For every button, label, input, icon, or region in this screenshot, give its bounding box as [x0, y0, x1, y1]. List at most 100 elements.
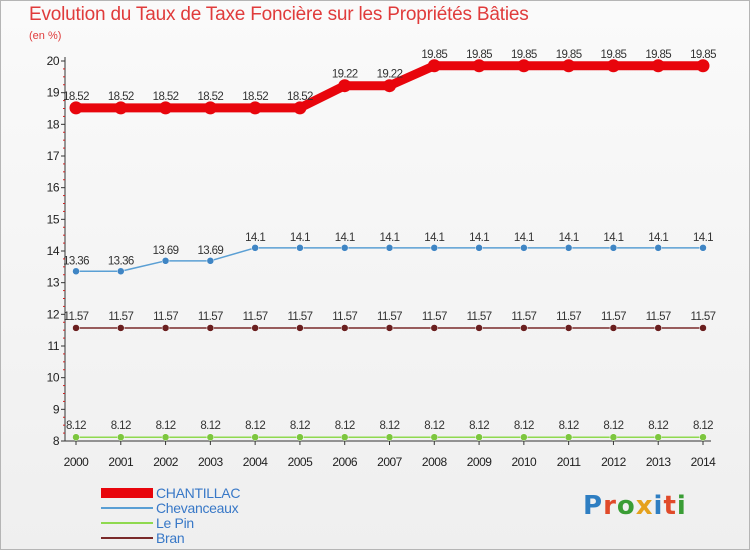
- data-point-chantillac: [203, 101, 217, 115]
- data-label-chevanceaux: 14.1: [648, 232, 668, 244]
- x-tick-label: 2001: [108, 455, 134, 469]
- data-label-chevanceaux: 13.69: [153, 245, 179, 257]
- legend-swatch-bran: [101, 537, 153, 539]
- data-label-bran: 11.57: [198, 311, 223, 323]
- y-tick-label: 13: [47, 276, 60, 290]
- data-point-bran: [520, 324, 528, 332]
- data-labels-layer: 8.12 8.12 8.12 8.12 8.12 8.12 8.12 8.12 8.12 8.12…: [63, 49, 717, 432]
- x-tick-label: 2012: [601, 455, 627, 469]
- data-label-chantillac: 18.52: [242, 91, 268, 103]
- x-tick-label: 2000: [64, 455, 90, 469]
- data-label-chevanceaux: 13.36: [108, 255, 134, 267]
- legend-swatch-chevanceaux: [101, 507, 153, 509]
- y-tick-label: 19: [47, 86, 60, 100]
- data-point-chevanceaux: [161, 257, 170, 265]
- data-label-le-pin: 8.12: [290, 420, 310, 432]
- data-label-bran: 11.57: [691, 311, 716, 323]
- proxiti-logo: Proxiti: [583, 491, 687, 521]
- y-tick-label: 14: [47, 244, 60, 258]
- x-tick-label: 2014: [691, 455, 717, 469]
- data-label-le-pin: 8.12: [424, 420, 444, 432]
- data-point-chantillac: [159, 101, 173, 115]
- data-label-le-pin: 8.12: [335, 420, 355, 432]
- data-label-chevanceaux: 14.1: [245, 232, 265, 244]
- data-point-bran: [72, 324, 80, 332]
- series-bran: [72, 324, 707, 332]
- unit-label: (en %): [29, 30, 62, 42]
- data-point-le-pin: [654, 433, 662, 441]
- series-le-pin: [72, 433, 707, 441]
- data-point-le-pin: [340, 433, 349, 441]
- data-label-chantillac: 19.85: [466, 49, 492, 61]
- legend-swatch-le-pin: [101, 522, 153, 524]
- data-label-bran: 11.57: [64, 311, 89, 323]
- legend-label-chantillac: CHANTILLAC: [156, 485, 241, 501]
- data-point-le-pin: [564, 433, 573, 441]
- data-point-bran: [340, 324, 349, 332]
- data-label-chantillac: 19.85: [556, 49, 582, 61]
- x-tick-label: 2007: [377, 455, 403, 469]
- data-label-bran: 11.57: [511, 311, 536, 323]
- series-layer: [69, 59, 710, 441]
- data-label-chevanceaux: 14.1: [693, 232, 713, 244]
- data-label-bran: 11.57: [646, 311, 671, 323]
- data-point-chantillac: [472, 59, 486, 73]
- data-point-le-pin: [699, 433, 707, 441]
- y-tick-label: 11: [48, 339, 60, 353]
- data-point-bran: [117, 324, 125, 332]
- data-label-bran: 11.57: [243, 311, 268, 323]
- logo-letter: i: [676, 491, 687, 521]
- data-point-le-pin: [161, 433, 170, 441]
- data-label-chantillac: 18.52: [63, 91, 89, 103]
- y-tick-label: 16: [47, 181, 60, 195]
- y-tick-label: 8: [53, 434, 60, 448]
- data-point-bran: [296, 324, 304, 332]
- data-label-chantillac: 19.85: [421, 49, 447, 61]
- data-point-chevanceaux: [520, 244, 528, 252]
- x-tick-label: 2002: [153, 455, 179, 469]
- axes: 8 9 10 11 12 13 14 15 16 17 18 19 20 2000 2001 2002 2003…: [47, 54, 717, 469]
- data-point-chevanceaux: [296, 244, 304, 252]
- data-point-bran: [475, 324, 483, 332]
- y-tick-label: 10: [47, 371, 60, 385]
- data-label-bran: 11.57: [153, 311, 178, 323]
- data-label-bran: 11.57: [556, 311, 581, 323]
- data-point-chevanceaux: [251, 244, 259, 252]
- data-label-le-pin: 8.12: [603, 420, 623, 432]
- data-point-chantillac: [338, 79, 352, 93]
- data-label-chevanceaux: 13.69: [197, 245, 223, 257]
- data-label-chantillac: 18.52: [197, 91, 223, 103]
- data-point-chevanceaux: [385, 244, 394, 252]
- data-point-bran: [564, 324, 573, 332]
- data-label-le-pin: 8.12: [693, 420, 713, 432]
- series-chantillac: [69, 59, 710, 115]
- data-point-chantillac: [562, 59, 576, 73]
- data-label-bran: 11.57: [467, 311, 492, 323]
- data-label-chantillac: 19.85: [601, 49, 627, 61]
- data-label-chevanceaux: 14.1: [424, 232, 444, 244]
- data-label-chevanceaux: 14.1: [603, 232, 623, 244]
- x-tick-label: 2010: [512, 455, 538, 469]
- data-label-chantillac: 19.85: [511, 49, 537, 61]
- x-tick-label: 2013: [646, 455, 672, 469]
- data-label-bran: 11.57: [287, 311, 312, 323]
- data-point-bran: [609, 324, 618, 332]
- data-point-chevanceaux: [430, 244, 439, 252]
- data-point-le-pin: [520, 433, 528, 441]
- y-tick-label: 17: [47, 149, 60, 163]
- data-point-bran: [161, 324, 170, 332]
- data-point-chantillac: [293, 101, 307, 115]
- x-tick-label: 2011: [557, 455, 582, 469]
- x-tick-label: 2005: [288, 455, 314, 469]
- chart-title: Evolution du Taux de Taxe Foncière sur l…: [29, 4, 529, 25]
- data-label-le-pin: 8.12: [156, 420, 176, 432]
- series-chevanceaux: [72, 244, 707, 276]
- x-tick-label: 2004: [243, 455, 269, 469]
- x-tick-label: 2006: [332, 455, 358, 469]
- data-label-le-pin: 8.12: [469, 420, 489, 432]
- data-point-le-pin: [72, 433, 80, 441]
- data-point-le-pin: [296, 433, 304, 441]
- x-tick-label: 2003: [198, 455, 224, 469]
- data-label-bran: 11.57: [332, 311, 357, 323]
- data-point-le-pin: [475, 433, 483, 441]
